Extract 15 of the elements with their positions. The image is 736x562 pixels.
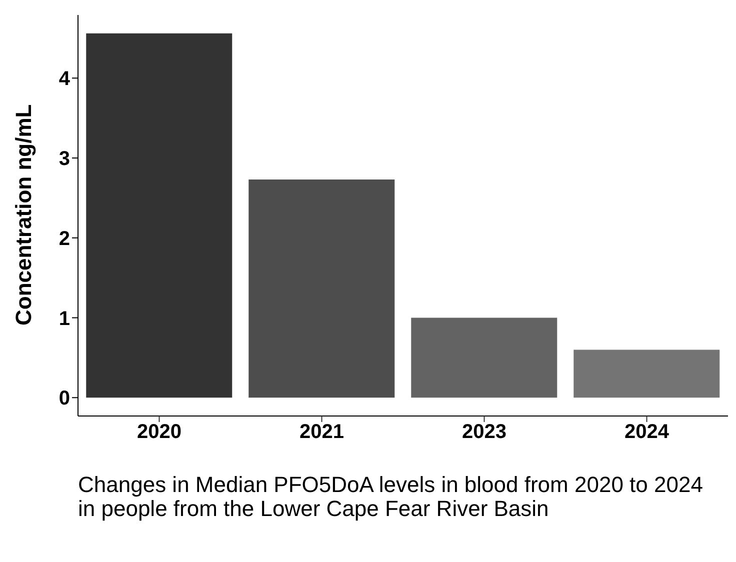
x-tick-label: 2023	[462, 421, 506, 444]
y-tick-label: 3	[58, 148, 70, 170]
y-tick-label: 0	[58, 388, 70, 410]
x-tick-label: 2020	[137, 421, 182, 444]
y-tick-label: 4	[58, 68, 71, 90]
bar	[248, 180, 395, 398]
y-tick-label: 1	[58, 308, 70, 330]
bar	[574, 350, 720, 398]
bar	[86, 33, 232, 398]
y-tick-label: 2	[58, 228, 70, 250]
x-tick-label: 2024	[624, 421, 670, 444]
x-tick-label: 2021	[300, 421, 344, 444]
bar	[411, 318, 558, 398]
text: Changes in Median PFO5DoA levels in blood from 2020 to 2024 in people from the Lower Cape Fear River Basin	[78, 472, 704, 521]
y-axis-title: Concentration ng/mL	[10, 104, 36, 326]
